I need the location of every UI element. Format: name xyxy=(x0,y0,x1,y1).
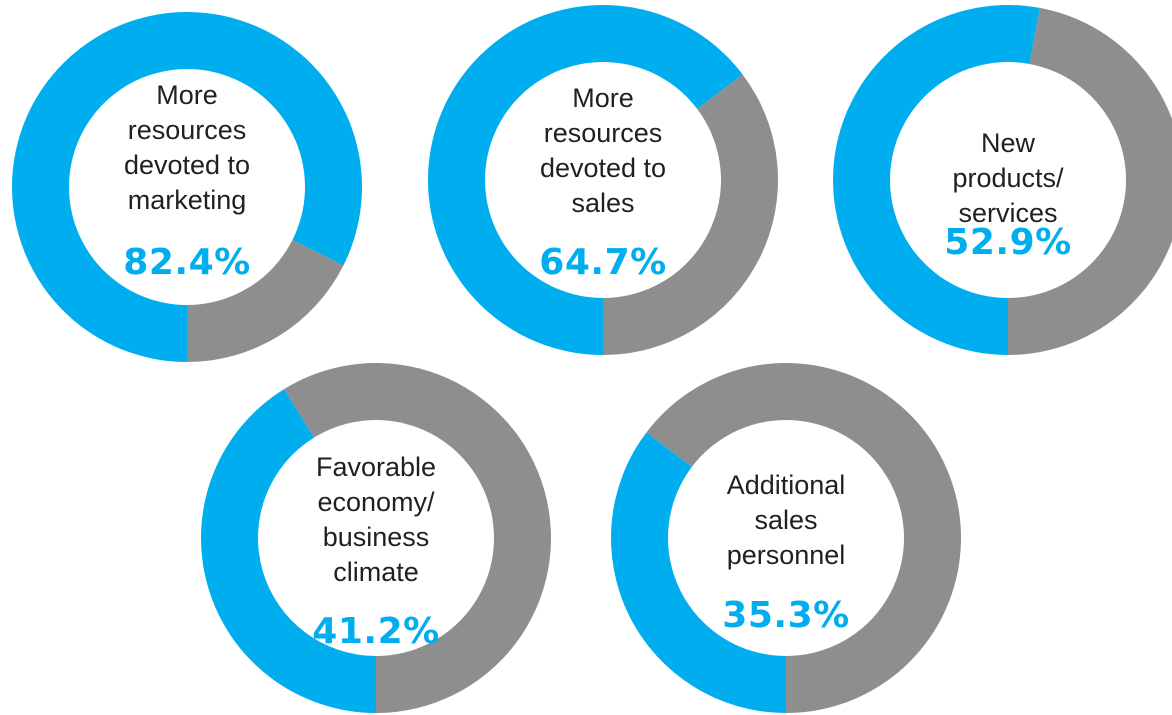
donut-chart-2 xyxy=(428,4,778,356)
donut-remaining-slice xyxy=(1008,7,1172,355)
donut-category-label: Favorable economy/ business climate xyxy=(315,452,437,587)
donut-category-label: More resources devoted to marketing xyxy=(123,80,251,215)
donut-value-slice xyxy=(833,5,1040,355)
donut-percentage-value: 64.7% xyxy=(539,242,667,283)
donut-percentage-value: 41.2% xyxy=(312,611,440,652)
donut-chart-3 xyxy=(833,5,1172,355)
donut-category-label: New products/ services xyxy=(952,128,1064,228)
donut-value-slice xyxy=(12,11,363,363)
donut-percentage-value: 35.3% xyxy=(722,595,850,636)
donut-category-label: Additional sales personnel xyxy=(726,470,846,570)
donut-category-label: More resources devoted to sales xyxy=(539,83,667,218)
donut-chart-1 xyxy=(12,11,363,363)
donut-chart-5 xyxy=(611,362,962,713)
donut-value-slice xyxy=(611,432,786,713)
donut-remaining-slice xyxy=(603,74,778,355)
donut-chart-4 xyxy=(201,363,552,713)
donut-percentage-value: 52.9% xyxy=(944,222,1072,263)
donut-remaining-slice xyxy=(646,362,962,713)
donut-remaining-slice xyxy=(284,363,552,713)
donut-value-slice xyxy=(428,4,743,356)
donut-remaining-slice xyxy=(187,239,344,362)
donut-value-slice xyxy=(201,389,376,713)
donut-percentage-value: 82.4% xyxy=(123,242,251,283)
